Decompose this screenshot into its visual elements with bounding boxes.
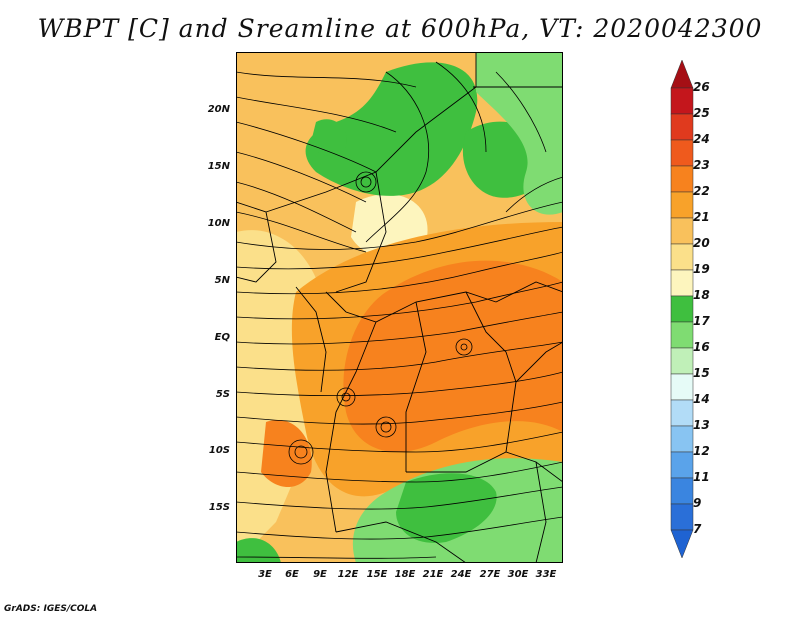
colorbar-label-12: 12 [693,444,710,458]
colorbar-swatch-7 [670,503,694,531]
colorbar-label-17: 17 [693,314,710,328]
colorbar-swatch-14 [670,373,694,401]
colorbar-label-18: 18 [693,288,710,302]
colorbar-label-7: 7 [693,522,702,536]
map-panel [236,52,563,563]
colorbar-label-11: 11 [693,470,710,484]
colorbar-swatch-24 [670,113,694,141]
colorbar-label-14: 14 [693,392,710,406]
colorbar-label-16: 16 [693,340,710,354]
colorbar-label-22: 22 [693,184,710,198]
wbpt-region-17-south [396,473,497,543]
colorbar-swatch-11 [670,451,694,479]
colorbar-swatch-12 [670,425,694,453]
lon-tick-15e: 15E [366,569,388,580]
colorbar-swatch-19 [670,243,694,271]
lat-tick-eq: EQ [214,332,230,343]
lon-tick-3e: 3E [258,569,272,580]
streamlines [236,61,563,559]
lon-tick-9e: 9E [313,569,327,580]
colorbar-swatch-25 [670,87,694,115]
lat-tick-10n: 10N [207,218,230,229]
country-borders [236,52,563,563]
lat-tick-20n: 20N [207,104,230,115]
lat-tick-15s: 15S [208,502,230,513]
map-title: WBPT [C] and Sreamline at 600hPa, VT: 20… [37,14,763,43]
wbpt-region-17-north [305,62,478,196]
lat-tick-5s: 5S [215,389,230,400]
lon-tick-12e: 12E [337,569,359,580]
colorbar-label-15: 15 [693,366,710,380]
colorbar-label-21: 21 [693,210,710,224]
colorbar-label-19: 19 [693,262,710,276]
colorbar-label-23: 23 [693,158,710,172]
lat-tick-15n: 15N [207,161,230,172]
colorbar-swatch-18 [670,269,694,297]
colorbar-swatch-17 [670,295,694,323]
colorbar-label-20: 20 [693,236,710,250]
lon-tick-30e: 30E [507,569,529,580]
colorbar-label-26: 26 [693,80,710,94]
lat-tick-5n: 5N [214,275,230,286]
colorbar-swatch-20 [670,217,694,245]
colorbar-label-25: 25 [693,106,710,120]
colorbar-swatch-21 [670,191,694,219]
colorbar [670,60,694,559]
lon-tick-18e: 18E [394,569,416,580]
lat-tick-10s: 10S [208,445,230,456]
lon-tick-21e: 21E [422,569,444,580]
wbpt-region-22 [343,260,563,452]
colorbar-swatch-22 [670,165,694,193]
colorbar-swatch-16 [670,321,694,349]
wbpt-region-16-ne [476,52,563,215]
colorbar-top-arrow [670,60,694,89]
lon-tick-6e: 6E [285,569,299,580]
colorbar-bottom-arrow [670,529,694,559]
grads-credit: GrADS: IGES/COLA [4,604,98,614]
colorbar-label-24: 24 [693,132,710,146]
lon-tick-24e: 24E [450,569,472,580]
colorbar-swatch-15 [670,347,694,375]
colorbar-swatch-9 [670,477,694,505]
lon-tick-27e: 27E [479,569,501,580]
colorbar-label-9: 9 [693,496,702,510]
colorbar-swatch-23 [670,139,694,167]
colorbar-swatch-13 [670,399,694,427]
wbpt-region-22b [261,420,312,487]
lon-tick-33e: 33E [535,569,557,580]
colorbar-label-13: 13 [693,418,710,432]
wbpt-region-17-nw [311,119,347,157]
map-frame [236,52,563,563]
